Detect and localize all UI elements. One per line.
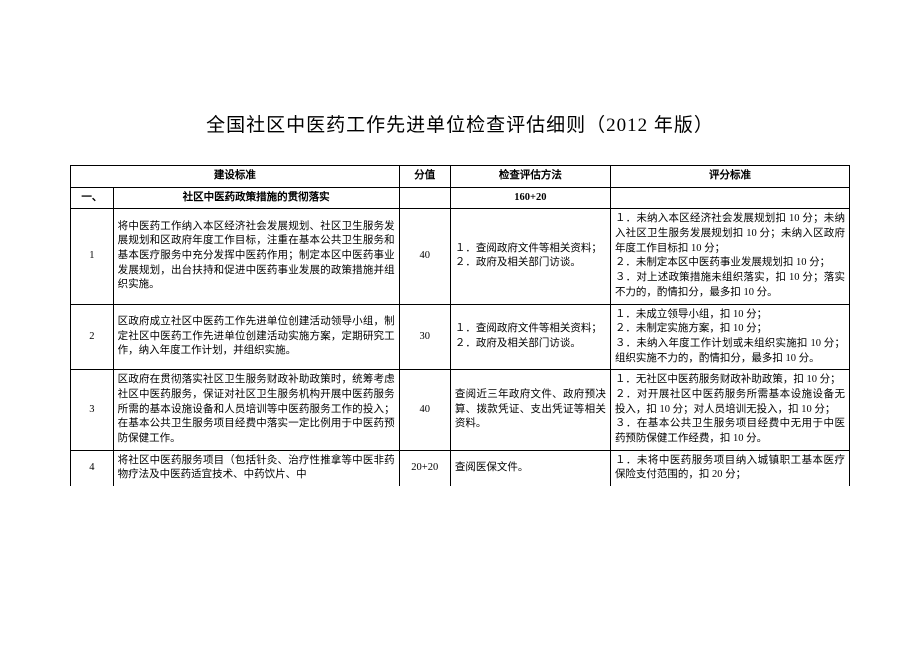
table-row: 1 将中医药工作纳入本区经济社会发展规划、社区卫生服务发展规划和区政府年度工作目… [71, 209, 850, 304]
row-std: 区政府在贯彻落实社区卫生服务财政补助政策时，统筹考虑社区中医药服务，保证对社区卫… [113, 370, 399, 450]
section-label: 社区中医药政策措施的贯彻落实 [113, 187, 399, 209]
row-score: 40 [399, 209, 450, 304]
row-std: 将社区中医药服务项目（包括针灸、治疗性推拿等中医非药物疗法及中医药适宜技术、中药… [113, 450, 399, 486]
table-row: 4 将社区中医药服务项目（包括针灸、治疗性推拿等中医非药物疗法及中医药适宜技术、… [71, 450, 850, 486]
table-row: 3 区政府在贯彻落实社区卫生服务财政补助政策时，统筹考虑社区中医药服务，保证对社… [71, 370, 850, 450]
row-score: 20+20 [399, 450, 450, 486]
row-crit: １．无社区中医药服务财政补助政策，扣 10 分；２．对开展社区中医药服务所需基本… [610, 370, 849, 450]
row-crit: １．未将中医药服务项目纳入城镇职工基本医疗保险支付范围的，扣 20 分； [610, 450, 849, 486]
row-method: 查阅近三年政府文件、政府预决算、拨款凭证、支出凭证等相关资料。 [450, 370, 610, 450]
row-crit: １．未成立领导小组，扣 10 分；２．未制定实施方案，扣 10 分；３．未纳入年… [610, 304, 849, 370]
row-idx: 2 [71, 304, 114, 370]
table-row: 2 区政府成立社区中医药工作先进单位创建活动领导小组，制定社区中医药工作先进单位… [71, 304, 850, 370]
row-idx: 3 [71, 370, 114, 450]
section-idx: 一、 [71, 187, 114, 209]
section-score [399, 187, 450, 209]
row-method: １．查阅政府文件等相关资料；２．政府及相关部门访谈。 [450, 209, 610, 304]
row-score: 40 [399, 370, 450, 450]
hdr-method: 检查评估方法 [450, 166, 610, 188]
row-std: 区政府成立社区中医药工作先进单位创建活动领导小组，制定社区中医药工作先进单位创建… [113, 304, 399, 370]
section-crit [610, 187, 849, 209]
page-title: 全国社区中医药工作先进单位检查评估细则（2012 年版） [70, 110, 850, 137]
row-score: 30 [399, 304, 450, 370]
row-method: 查阅医保文件。 [450, 450, 610, 486]
row-idx: 4 [71, 450, 114, 486]
section-score-value: 160+20 [450, 187, 610, 209]
header-row: 建设标准 分值 检查评估方法 评分标准 [71, 166, 850, 188]
row-idx: 1 [71, 209, 114, 304]
evaluation-table: 建设标准 分值 检查评估方法 评分标准 一、 社区中医药政策措施的贯彻落实 16… [70, 165, 850, 486]
section-row: 一、 社区中医药政策措施的贯彻落实 160+20 [71, 187, 850, 209]
row-method: １．查阅政府文件等相关资料；２．政府及相关部门访谈。 [450, 304, 610, 370]
row-std: 将中医药工作纳入本区经济社会发展规划、社区卫生服务发展规划和区政府年度工作目标，… [113, 209, 399, 304]
hdr-score: 分值 [399, 166, 450, 188]
hdr-crit: 评分标准 [610, 166, 849, 188]
hdr-std: 建设标准 [71, 166, 400, 188]
row-crit: １．未纳入本区经济社会发展规划扣 10 分；未纳入社区卫生服务发展规划扣 10 … [610, 209, 849, 304]
